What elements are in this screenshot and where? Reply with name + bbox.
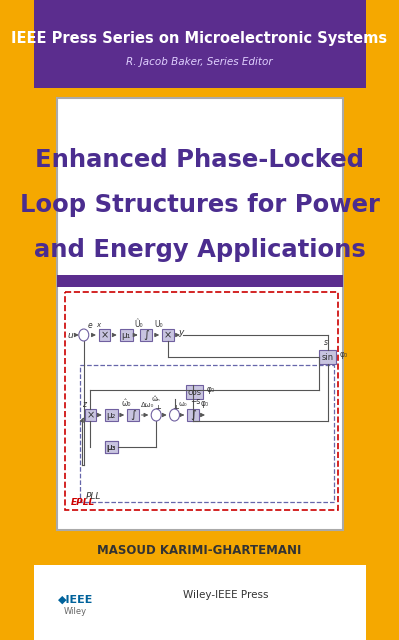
Text: +: +: [172, 404, 179, 413]
Text: ω̂ₙ: ω̂ₙ: [152, 396, 160, 402]
Text: Wiley: Wiley: [64, 607, 87, 616]
Text: Enhanced Phase-Locked: Enhanced Phase-Locked: [35, 148, 364, 172]
FancyBboxPatch shape: [57, 275, 343, 287]
FancyBboxPatch shape: [34, 565, 366, 640]
FancyBboxPatch shape: [34, 88, 366, 98]
FancyBboxPatch shape: [81, 365, 334, 502]
FancyBboxPatch shape: [162, 329, 174, 341]
Text: ◆IEEE: ◆IEEE: [58, 595, 93, 605]
Text: Loop Structures for Power: Loop Structures for Power: [20, 193, 379, 217]
Text: φ₀: φ₀: [339, 350, 348, 359]
Circle shape: [151, 409, 161, 421]
Text: sin: sin: [322, 353, 334, 362]
Text: IEEE Press Series on Microelectronic Systems: IEEE Press Series on Microelectronic Sys…: [12, 31, 387, 45]
Text: ω̂₀: ω̂₀: [121, 399, 131, 408]
FancyBboxPatch shape: [127, 409, 139, 421]
Text: ×: ×: [86, 410, 95, 420]
Text: +: +: [154, 404, 160, 413]
Text: μ₂: μ₂: [107, 410, 116, 419]
Text: and Energy Applications: and Energy Applications: [34, 238, 365, 262]
Text: ∫: ∫: [143, 330, 149, 340]
Text: μ₃: μ₃: [107, 442, 116, 451]
Text: +: +: [172, 413, 179, 422]
Text: u: u: [67, 330, 73, 339]
Text: y: y: [179, 328, 184, 337]
Text: MASOUD KARIMI-GHARTEMANI: MASOUD KARIMI-GHARTEMANI: [97, 543, 302, 557]
FancyBboxPatch shape: [187, 409, 199, 421]
Text: μ₃: μ₃: [107, 442, 116, 451]
Circle shape: [79, 329, 89, 341]
Text: e: e: [88, 321, 93, 330]
FancyBboxPatch shape: [57, 98, 343, 530]
FancyBboxPatch shape: [105, 441, 118, 453]
FancyBboxPatch shape: [85, 409, 96, 421]
Text: Wiley-IEEE Press: Wiley-IEEE Press: [182, 590, 268, 600]
Text: EPLL: EPLL: [71, 498, 95, 507]
Text: Δω₀: Δω₀: [141, 402, 154, 408]
Text: +: +: [78, 328, 85, 337]
Text: s: s: [324, 338, 328, 347]
Circle shape: [170, 409, 180, 421]
Text: +: +: [154, 413, 160, 422]
Text: Û₀: Û₀: [134, 320, 143, 329]
Text: z: z: [82, 400, 86, 409]
Text: ω₀: ω₀: [179, 401, 187, 407]
Text: x: x: [96, 322, 101, 328]
Text: cos: cos: [188, 387, 201, 397]
Text: PLL: PLL: [85, 492, 101, 501]
FancyBboxPatch shape: [34, 0, 366, 88]
Text: ×: ×: [101, 330, 109, 340]
Text: ∫: ∫: [130, 410, 136, 420]
Text: –: –: [79, 335, 83, 344]
FancyBboxPatch shape: [140, 329, 152, 341]
Text: U₀: U₀: [154, 320, 163, 329]
FancyBboxPatch shape: [120, 329, 133, 341]
Text: φ₀: φ₀: [206, 385, 214, 394]
FancyBboxPatch shape: [99, 329, 111, 341]
Text: μ₁: μ₁: [122, 330, 131, 339]
FancyBboxPatch shape: [105, 441, 118, 453]
Text: R. Jacob Baker, Series Editor: R. Jacob Baker, Series Editor: [126, 57, 273, 67]
Text: ∫: ∫: [190, 410, 196, 420]
FancyBboxPatch shape: [65, 292, 338, 510]
Text: ×: ×: [164, 330, 172, 340]
FancyBboxPatch shape: [186, 385, 203, 399]
FancyBboxPatch shape: [319, 350, 336, 364]
FancyBboxPatch shape: [105, 409, 118, 421]
Text: −s: −s: [190, 397, 201, 406]
Text: φ₀: φ₀: [200, 399, 208, 408]
